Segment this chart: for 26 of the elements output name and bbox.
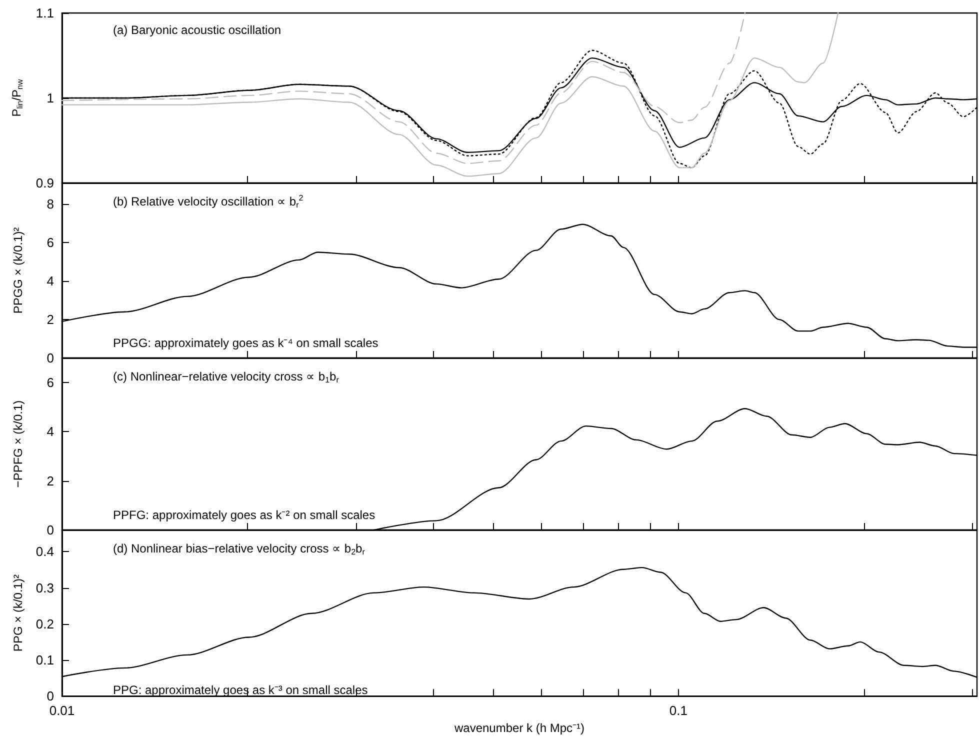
y-tick-label: 6 (46, 375, 54, 390)
y-tick-label: 4 (46, 424, 54, 440)
y-tick-label: 1.1 (36, 6, 54, 20)
y-tick-label: 0 (46, 688, 54, 704)
annotation: PPGG: approximately goes as k⁻⁴ on small scales (113, 336, 378, 350)
annotation: PPFG: approximately goes as k⁻² on small scales (113, 508, 376, 522)
y-axis-title: −PPFG × (k/0.1) (11, 400, 25, 488)
y-tick-label: 0.1 (36, 652, 54, 668)
y-axis-title: Plin/Pnw (10, 78, 24, 117)
y-tick-label: 2 (46, 312, 54, 328)
y-tick-label: 0 (46, 522, 54, 538)
y-tick-label: 8 (46, 196, 54, 212)
y-tick-label: 2 (46, 473, 54, 488)
text: (a) Baryonic acoustic oscillation (113, 23, 282, 37)
y-axis-title: PPGG × (k/0.1)² (11, 227, 25, 314)
y-tick-label: 0 (46, 350, 54, 366)
y-tick-label: 0.2 (36, 616, 54, 632)
y-tick-label: 0.9 (36, 176, 54, 190)
x-axis-title: wavenumber k (h Mpc⁻¹) (453, 721, 585, 735)
y-axis-title: PPG × (k/0.1)² (11, 574, 25, 652)
x-tick-label: 0.01 (49, 703, 75, 718)
y-tick-label: 0.3 (36, 580, 54, 596)
y-tick-label: 6 (46, 235, 54, 250)
y-tick-label: 4 (46, 274, 54, 289)
y-tick-label: 1 (46, 90, 54, 106)
y-tick-label: 0.4 (36, 544, 54, 560)
